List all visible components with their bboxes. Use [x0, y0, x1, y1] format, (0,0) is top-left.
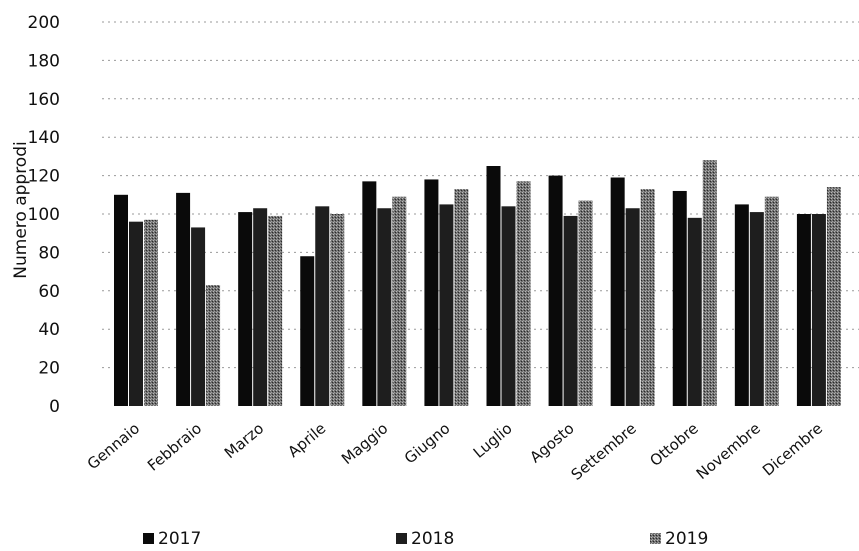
x-tick-label: Marzo	[221, 419, 267, 462]
bar-2018-Gennaio	[129, 221, 143, 406]
bar-2017-Marzo	[238, 212, 253, 406]
bar-2019-Ottobre	[702, 160, 717, 406]
y-tick-label: 100	[28, 205, 60, 225]
x-tick-label: Maggio	[338, 419, 391, 468]
bar-2019-Dicembre	[826, 187, 841, 406]
y-axis-title: Numero approdi	[11, 141, 31, 278]
bar-2018-Marzo	[253, 208, 268, 406]
y-tick-label: 180	[28, 51, 60, 71]
y-tick-label: 0	[49, 397, 60, 417]
bar-2018-Agosto	[563, 215, 578, 406]
y-tick-label: 80	[38, 243, 60, 263]
bar-2019-Febbraio	[206, 285, 221, 406]
bar-2017-Maggio	[362, 181, 377, 406]
legend: 2017 2018 2019	[143, 529, 708, 549]
bar-2017-Ottobre	[672, 190, 687, 406]
legend-label-2017: 2017	[158, 529, 201, 549]
x-tick-label: Gennaio	[84, 419, 143, 473]
bar-2017-Luglio	[486, 166, 501, 406]
bar-2017-Novembre	[734, 204, 749, 406]
x-tick-label: Giugno	[401, 419, 454, 467]
bar-2019-Marzo	[268, 215, 283, 406]
legend-swatch-2019	[650, 533, 661, 544]
y-tick-label: 60	[38, 282, 60, 302]
bar-2017-Agosto	[548, 175, 563, 406]
bar-2017-Aprile	[300, 256, 315, 406]
bar-2018-Aprile	[315, 206, 330, 406]
bar-2018-Febbraio	[191, 227, 206, 406]
x-tick-label: Settembre	[568, 419, 640, 484]
bar-2017-Gennaio	[114, 194, 128, 406]
bar-2019-Gennaio	[144, 219, 158, 406]
bar-2018-Dicembre	[811, 214, 826, 406]
y-tick-label: 140	[28, 128, 60, 148]
bar-2018-Settembre	[625, 208, 640, 406]
y-tick-label: 20	[38, 359, 60, 379]
bar-2017-Giugno	[424, 179, 439, 406]
bar-2018-Ottobre	[687, 217, 702, 406]
legend-swatch-2018	[396, 533, 407, 544]
gridlines	[102, 21, 859, 369]
x-tick-label: Febbraio	[144, 419, 205, 474]
x-tick-label: Ottobre	[646, 419, 701, 470]
legend-swatch-2017	[143, 533, 154, 544]
bar-2019-Novembre	[764, 196, 779, 406]
bar-2019-Maggio	[392, 196, 407, 406]
x-tick-label: Aprile	[284, 419, 329, 461]
bar-2019-Agosto	[578, 200, 593, 406]
y-tick-label: 120	[28, 167, 60, 187]
x-axis-ticks: Gennaio Febbraio Marzo Aprile Maggio Giugno Lu…	[84, 419, 826, 484]
bar-2017-Dicembre	[796, 214, 811, 406]
bar-2019-Giugno	[454, 189, 469, 406]
bar-2019-Luglio	[516, 181, 531, 406]
x-tick-label: Luglio	[470, 419, 516, 461]
bar-2018-Giugno	[439, 204, 454, 406]
bar-2019-Aprile	[330, 214, 345, 406]
bar-2017-Settembre	[610, 177, 625, 406]
legend-label-2019: 2019	[665, 529, 708, 549]
x-tick-label: Dicembre	[759, 419, 826, 479]
legend-label-2018: 2018	[411, 529, 454, 549]
bar-2018-Maggio	[377, 208, 392, 406]
bar-2019-Settembre	[640, 189, 655, 406]
x-tick-label: Novembre	[693, 419, 764, 483]
y-tick-label: 40	[38, 320, 60, 340]
y-tick-label: 200	[28, 13, 60, 33]
bar-2018-Luglio	[501, 206, 516, 406]
bar-2017-Febbraio	[176, 192, 191, 406]
bar-2018-Novembre	[749, 212, 764, 406]
x-tick-label: Agosto	[526, 419, 577, 466]
y-tick-label: 160	[28, 90, 60, 110]
y-axis-ticks: 0 20 40 60 80 100 120 140 160 180 200	[28, 13, 60, 417]
bars	[114, 160, 841, 406]
